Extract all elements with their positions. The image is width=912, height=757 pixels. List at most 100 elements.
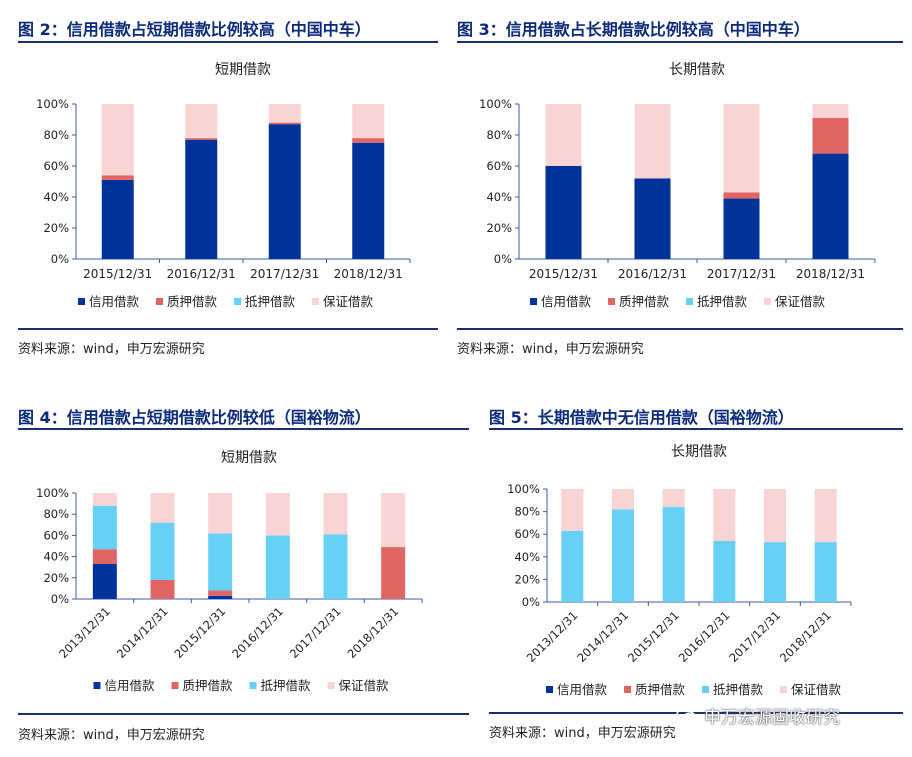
bar-segment [92,493,117,506]
bar-segment [561,530,584,602]
bar-segment [352,104,385,139]
wechat-icon [676,707,698,724]
y-tick-label: 60% [43,528,69,542]
bottom-rule [457,328,903,330]
x-tick-label: 2018/12/31 [796,267,865,281]
x-tick-label: 2015/12/31 [172,604,229,661]
y-tick-label: 100% [507,482,540,496]
legend-swatch [249,682,257,689]
bar-segment [208,590,233,596]
y-tick-label: 80% [43,128,69,142]
legend-label: 抵押借款 [713,682,764,697]
y-tick-label: 0% [494,252,512,266]
bar-segment [101,179,134,259]
bar-segment [92,505,117,550]
legend-swatch [530,298,537,305]
y-tick-label: 100% [36,486,69,500]
legend-label: 信用借款 [557,682,608,697]
stacked-bar-chart: 短期借款 0% 20% 40% 60% 80% 100% 2013/12/31 2014/12/… [36,450,423,693]
bar-segment [323,534,348,599]
x-tick-label: 2016/12/31 [618,267,687,281]
chart-title: 短期借款 [221,450,277,466]
bar-segment [812,153,849,259]
x-tick-label: 2017/12/31 [250,267,319,281]
bar-segment [662,507,685,602]
legend-swatch [764,298,771,305]
bar-segment [352,142,385,259]
bar-segment [268,122,301,125]
x-tick-label: 2018/12/31 [777,608,834,665]
figure-2-panel: 图 2：信用借款占短期借款比例较高（中国中车） 短期借款 0% 20% 40% 60% 8… [18,16,438,366]
title-rule [18,428,469,430]
x-tick-label: 2014/12/31 [574,608,631,665]
stacked-bar-chart: 长期借款 0% 20% 40% 60% 80% 100% 2015/12/31 2016/12/… [479,62,876,309]
bar-segment [381,493,406,548]
watermark: 申万宏源固收研究 [676,703,840,728]
bar-segment [812,117,849,154]
bar-segment [101,175,134,180]
x-tick-label: 2017/12/31 [726,608,783,665]
source-note: 资料来源：wind，申万宏源研究 [457,342,644,357]
chart-title: 长期借款 [671,444,727,460]
bar-segment [352,138,385,143]
bar-segment [265,535,290,599]
legend-label: 信用借款 [105,678,156,693]
bar-segment [814,542,837,602]
legend-swatch [624,686,631,693]
bar-segment [634,104,671,179]
x-tick-label: 2016/12/31 [676,608,733,665]
legend-swatch [702,686,709,693]
legend-swatch [234,298,241,305]
figure-3-panel: 图 3：信用借款占长期借款比例较高（中国中车） 长期借款 0% 20% 40% 60% 8… [457,16,903,366]
legend-label: 质押借款 [619,294,670,309]
legend-swatch [156,298,163,305]
legend-label: 抵押借款 [697,294,748,309]
bottom-rule [489,712,903,714]
bar-segment [612,509,634,602]
legend-label: 质押借款 [183,678,234,693]
y-tick-label: 20% [514,572,540,586]
figure-4-panel: 图 4：信用借款占短期借款比例较低（国裕物流） 短期借款 0% 20% 40% 60% 8… [18,404,469,754]
legend-swatch [78,298,85,305]
bar-segment [268,104,301,123]
bar-segment [208,595,233,599]
bar-segment [208,493,233,534]
stacked-bar-chart: 长期借款 0% 20% 40% 60% 80% 100% 2013/12/312014/12/… [507,444,852,697]
figure-5-panel: 图 5：长期借款中无信用借款（国裕物流） 长期借款 0% 20% 40% 60% 80% 1… [489,404,903,754]
legend-label: 保证借款 [339,678,390,693]
bar-segment [812,104,849,118]
legend-label: 保证借款 [775,294,826,309]
x-tick-label: 2013/12/31 [56,604,113,661]
bar-segment [662,489,685,508]
legend-label: 质押借款 [635,682,686,697]
bar-segment [814,489,837,543]
bar-segment [268,124,301,260]
y-tick-label: 20% [486,221,512,235]
y-tick-label: 100% [36,97,69,111]
title-rule [18,41,438,43]
bar-segment [634,178,671,259]
bar-segment [323,493,348,535]
figure-title: 图 3：信用借款占长期借款比例较高（中国中车） [457,20,810,39]
figure-title: 图 2：信用借款占短期借款比例较高（中国中车） [18,20,371,39]
y-tick-label: 80% [43,507,69,521]
y-tick-label: 40% [486,190,512,204]
source-note: 资料来源：wind，申万宏源研究 [18,342,205,357]
bar-segment [612,489,634,510]
y-tick-label: 0% [51,252,69,266]
legend-label: 保证借款 [791,682,842,697]
bottom-rule [18,328,438,330]
bar-segment [561,489,584,531]
x-tick-label: 2016/12/31 [229,604,286,661]
bar-segment [185,104,218,139]
x-tick-label: 2017/12/31 [707,267,776,281]
legend-swatch [312,298,319,305]
legend-swatch [327,682,335,689]
y-tick-label: 40% [43,550,69,564]
x-tick-label: 2015/12/31 [529,267,598,281]
bar-segment [185,139,218,259]
legend-label: 抵押借款 [245,294,296,309]
bar-segment [723,104,760,193]
chart-title: 短期借款 [215,62,271,78]
bar-segment [713,540,736,602]
